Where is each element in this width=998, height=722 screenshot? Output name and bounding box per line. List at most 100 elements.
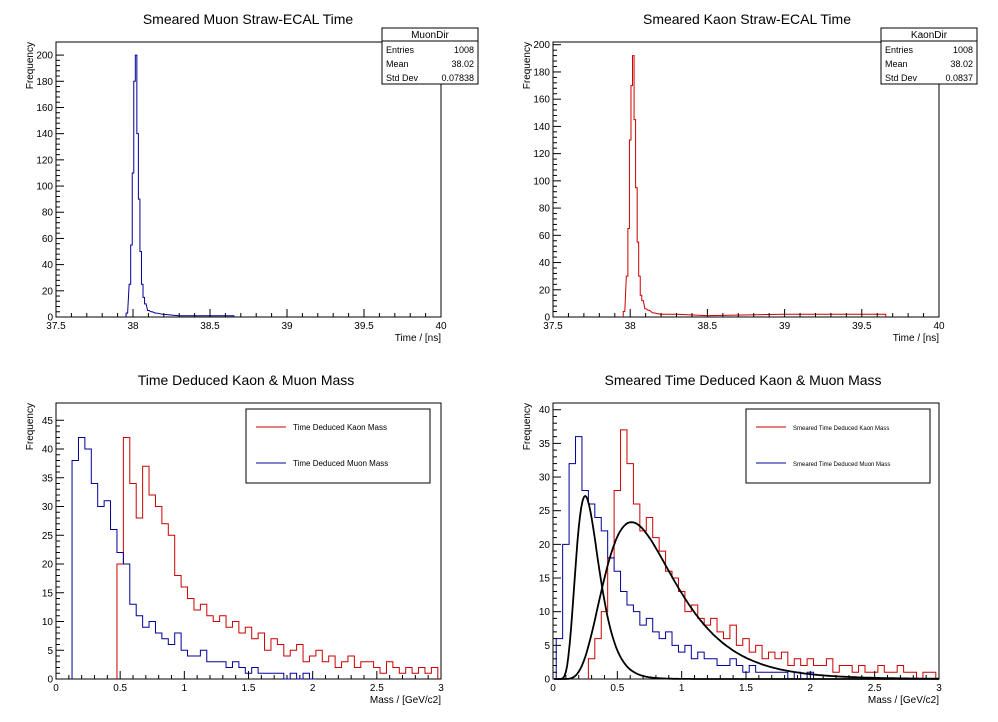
stats-stddev-value: 0.07838 <box>441 73 474 83</box>
x-tick-label: 39 <box>281 321 293 332</box>
histograms <box>622 55 887 317</box>
stats-title: KaonDir <box>911 30 948 41</box>
y-tick-label: 120 <box>36 155 53 166</box>
x-tick-label: 40 <box>435 321 447 332</box>
y-tick-label: 140 <box>533 122 550 133</box>
axis-ticks: 37.5 38 38.5 39 39.5 40 0 20 40 60 80 100 120 140 160 1… <box>36 51 447 332</box>
plot-frame <box>552 41 940 318</box>
legend: Smeared Time Deduced Kaon Mass Smeared T… <box>745 408 931 484</box>
legend: Time Deduced Kaon Mass Time Deduced Muon… <box>245 408 431 484</box>
y-tick-label: 40 <box>539 405 551 416</box>
stats-mean-label: Mean <box>386 59 409 69</box>
x-tick-label: 0.5 <box>113 683 127 694</box>
y-tick-label: 10 <box>42 617 54 628</box>
y-tick-label: 120 <box>533 149 550 160</box>
x-tick-label: 37.5 <box>46 321 66 332</box>
y-tick-label: 100 <box>36 182 53 193</box>
fit-curve-1 <box>554 521 939 680</box>
x-axis-label: Time / [ns] <box>893 333 940 344</box>
x-tick-label: 0 <box>53 683 59 694</box>
stats-entries-label: Entries <box>885 45 914 55</box>
histograms <box>125 54 235 317</box>
y-tick-label: 160 <box>533 95 550 106</box>
x-tick-label: 2.5 <box>370 683 384 694</box>
y-tick-label: 100 <box>533 176 550 187</box>
y-tick-label: 45 <box>42 416 54 427</box>
stats-mean-value: 38.02 <box>950 59 973 69</box>
y-tick-label: 0 <box>544 313 550 324</box>
y-tick-label: 140 <box>36 129 53 140</box>
y-tick-label: 15 <box>539 574 551 585</box>
histogram-series-muon <box>125 54 235 317</box>
x-tick-label: 40 <box>933 321 945 332</box>
y-tick-label: 20 <box>539 285 551 296</box>
y-tick-label: 20 <box>42 560 54 571</box>
y-tick-label: 5 <box>544 641 550 652</box>
y-tick-label: 80 <box>539 204 551 215</box>
y-tick-label: 0 <box>47 675 53 686</box>
x-tick-label: 1.5 <box>242 683 256 694</box>
x-tick-label: 39.5 <box>852 321 872 332</box>
x-tick-label: 1.5 <box>739 683 753 694</box>
stats-box: KaonDir Entries 1008 Mean 38.02 Std Dev 0.0837 <box>880 27 978 85</box>
x-axis-label: Mass / [GeV/c2] <box>868 695 939 706</box>
y-tick-label: 30 <box>539 473 551 484</box>
plot-area <box>55 41 442 318</box>
y-tick-label: 180 <box>36 77 53 88</box>
x-tick-label: 3 <box>936 683 942 694</box>
y-tick-label: 40 <box>539 258 551 269</box>
y-tick-label: 25 <box>42 531 54 542</box>
y-tick-label: 10 <box>539 607 551 618</box>
histogram-series-muon <box>71 437 316 680</box>
plot-area <box>552 41 940 318</box>
y-tick-label: 200 <box>533 40 550 51</box>
axis-ticks: 37.5 38 38.5 39 39.5 40 0 20 40 60 80 100 120 140 160 1… <box>533 40 945 332</box>
chart-title: Time Deduced Kaon & Muon Mass <box>138 372 355 388</box>
x-tick-label: 3 <box>438 683 444 694</box>
stats-stddev-label: Std Dev <box>386 73 419 83</box>
fit-curve-0 <box>554 494 939 680</box>
y-tick-label: 35 <box>42 473 54 484</box>
y-tick-label: 60 <box>539 231 551 242</box>
y-tick-label: 25 <box>539 506 551 517</box>
histogram-series-muon <box>555 436 815 680</box>
x-axis-label: Mass / [GeV/c2] <box>370 695 441 706</box>
y-axis-label: Frequency <box>25 403 36 450</box>
legend-label-kaon: Smeared Time Deduced Kaon Mass <box>793 426 889 432</box>
y-tick-label: 160 <box>36 103 53 114</box>
x-tick-label: 38 <box>127 321 139 332</box>
x-tick-label: 37.5 <box>543 321 563 332</box>
stats-title: MuonDir <box>411 30 449 41</box>
y-tick-label: 20 <box>539 540 551 551</box>
x-tick-label: 38 <box>625 321 637 332</box>
plot-frame <box>55 41 442 318</box>
x-tick-label: 2.5 <box>868 683 882 694</box>
y-tick-label: 20 <box>42 286 54 297</box>
histogram-series-kaon <box>116 437 439 679</box>
y-axis-label: Frequency <box>522 403 533 450</box>
panel-mass: Time Deduced Kaon & Muon Mass Frequency … <box>25 372 444 706</box>
legend-label-muon: Time Deduced Muon Mass <box>293 459 388 468</box>
x-tick-label: 0.5 <box>610 683 624 694</box>
y-tick-label: 35 <box>539 439 551 450</box>
x-tick-label: 39.5 <box>354 321 374 332</box>
stats-mean-label: Mean <box>885 59 908 69</box>
panel-kaon-time: Smeared Kaon Straw-ECAL Time Frequency T… <box>522 11 978 344</box>
x-tick-label: 1 <box>679 683 685 694</box>
histogram-series-kaon <box>622 55 887 317</box>
y-tick-label: 0 <box>544 675 550 686</box>
legend-label-muon: Smeared Time Deduced Muon Mass <box>793 462 890 468</box>
stats-stddev-label: Std Dev <box>885 73 918 83</box>
x-tick-label: 38.5 <box>200 321 220 332</box>
panel-muon-time: Smeared Muon Straw-ECAL Time Frequency T… <box>25 11 479 344</box>
stats-box: MuonDir Entries 1008 Mean 38.02 Std Dev 0.0783… <box>381 27 479 85</box>
y-tick-label: 40 <box>42 260 54 271</box>
x-tick-label: 2 <box>808 683 814 694</box>
fit-curves <box>554 494 939 680</box>
panel-smeared-mass: Smeared Time Deduced Kaon & Muon Mass Fr… <box>522 372 942 706</box>
x-axis-label: Time / [ns] <box>395 333 442 344</box>
histograms <box>71 437 439 680</box>
stats-entries-label: Entries <box>386 45 415 55</box>
